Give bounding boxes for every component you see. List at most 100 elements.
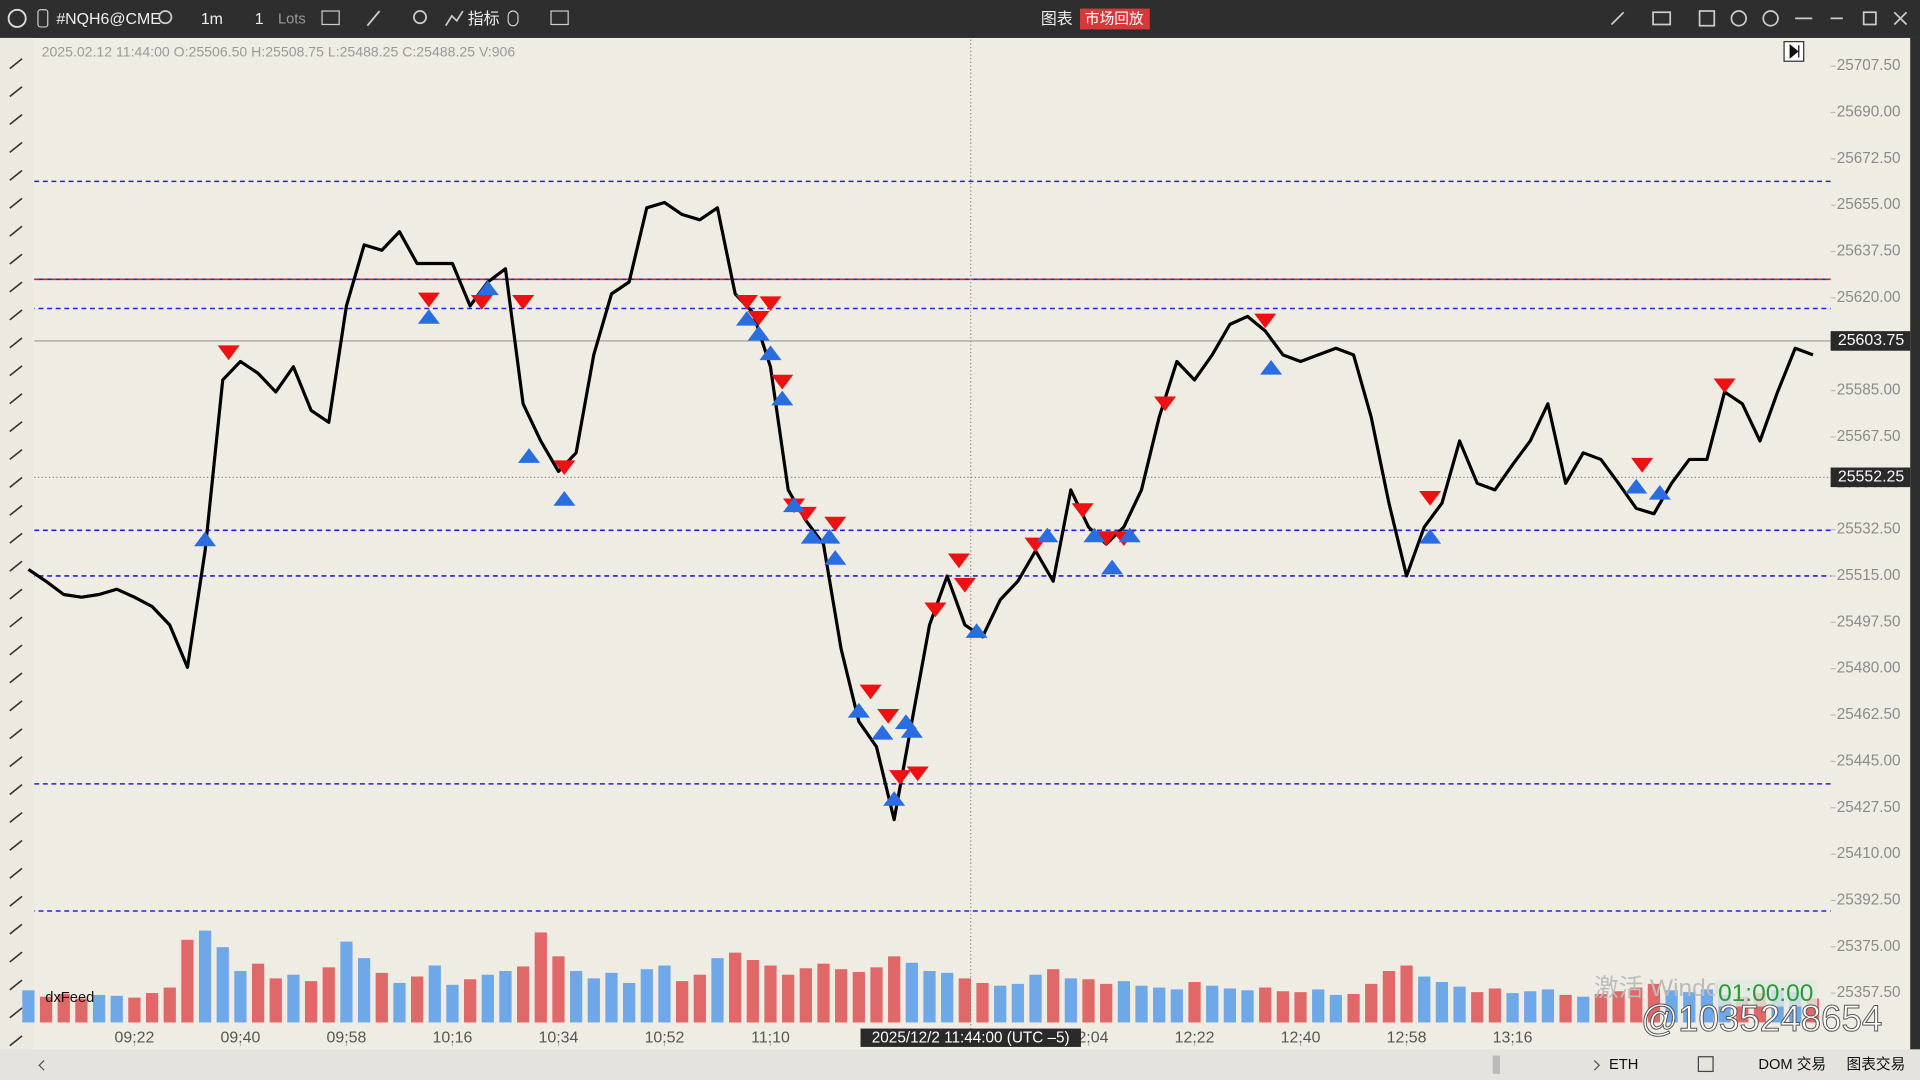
volume-bar <box>1276 991 1290 1023</box>
buy-signal <box>1118 527 1141 543</box>
close-icon[interactable] <box>1893 11 1908 26</box>
fullscreen-icon[interactable] <box>1698 10 1716 27</box>
indicators-button[interactable]: 指标 <box>468 10 500 28</box>
symbol[interactable]: #NQH6@CME <box>56 11 161 28</box>
tool-icon[interactable] <box>9 784 23 796</box>
search-icon[interactable] <box>158 10 173 25</box>
volume-bar <box>1206 985 1219 1023</box>
tool-icon[interactable] <box>9 504 23 516</box>
objects-icon[interactable] <box>507 10 519 27</box>
tool-icon[interactable] <box>9 923 23 935</box>
sell-signal <box>1713 378 1736 394</box>
tool-icon[interactable] <box>9 532 23 544</box>
template-icon[interactable] <box>321 10 340 26</box>
tool-icon[interactable] <box>9 86 23 98</box>
sell-signal <box>512 295 535 310</box>
symbol-icon[interactable] <box>37 9 49 28</box>
settings-icon[interactable] <box>1762 10 1779 27</box>
volume-bar <box>1047 969 1060 1023</box>
tool-icon[interactable] <box>9 1035 23 1047</box>
tool-icon[interactable] <box>9 1007 23 1019</box>
y-tick-label: 25427.50 <box>1837 799 1901 816</box>
quantity[interactable]: 1 <box>255 11 264 28</box>
volume-bar <box>181 939 194 1023</box>
tool-icon[interactable] <box>9 616 23 628</box>
buy-signal <box>871 724 894 740</box>
volume-bar <box>729 952 742 1023</box>
tool-icon[interactable] <box>9 309 23 321</box>
help-icon[interactable] <box>1730 10 1747 27</box>
restore-icon[interactable] <box>1862 11 1877 26</box>
volume-bar <box>1188 982 1201 1023</box>
tool-icon[interactable] <box>9 476 23 488</box>
tool-icon[interactable] <box>9 281 23 293</box>
buy-signal <box>1083 527 1106 543</box>
volume-bar <box>1259 987 1272 1023</box>
watermark: 激活 Windo <box>1594 974 1719 1002</box>
x-tick-label: 12:40 <box>1281 1030 1321 1047</box>
volume-bar <box>145 993 159 1023</box>
tool-icon[interactable] <box>9 811 23 823</box>
tool-icon[interactable] <box>9 728 23 740</box>
y-tick-label: 25585.00 <box>1837 382 1901 399</box>
tool-icon[interactable] <box>9 756 23 768</box>
volume-bar <box>711 958 724 1023</box>
tool-icon[interactable] <box>9 365 23 377</box>
tool-icon[interactable] <box>9 113 23 126</box>
tool-icon[interactable] <box>9 197 23 209</box>
window-icon[interactable] <box>550 10 569 26</box>
tool-icon[interactable] <box>9 393 23 405</box>
tool-icon[interactable] <box>9 951 23 963</box>
buy-signal <box>965 623 988 638</box>
expand-icon[interactable] <box>1610 11 1625 26</box>
tool-icon[interactable] <box>9 895 23 907</box>
tool-icon[interactable] <box>9 58 23 70</box>
replay-badge[interactable]: 市场回放 <box>1085 10 1144 27</box>
tool-icon[interactable] <box>9 421 23 433</box>
tool-icon[interactable] <box>9 867 23 879</box>
y-tick-label: 25462.50 <box>1837 706 1901 723</box>
tool-icon[interactable] <box>9 560 23 572</box>
app-logo <box>7 8 27 28</box>
volume-bar <box>1153 987 1166 1023</box>
volume-bar <box>905 962 918 1023</box>
volume-bar <box>923 971 936 1023</box>
tool-icon[interactable] <box>9 672 23 684</box>
scroll-to-end-icon[interactable] <box>1789 43 1800 59</box>
tool-icon[interactable] <box>9 979 23 991</box>
volume-bar <box>570 971 583 1023</box>
volume-bar <box>1365 983 1378 1023</box>
y-tick-label: 25707.50 <box>1837 57 1901 74</box>
sell-signal <box>889 770 912 785</box>
tool-icon[interactable] <box>9 449 23 461</box>
session-button[interactable]: ETH <box>1609 1057 1638 1073</box>
tool-icon[interactable] <box>9 644 23 656</box>
scroll-right[interactable] <box>1593 1059 1601 1071</box>
tool-icon[interactable] <box>9 700 23 712</box>
draw-icon[interactable] <box>366 10 381 27</box>
calendar-icon[interactable] <box>1697 1056 1714 1073</box>
volume-bar <box>516 966 530 1023</box>
volume-bar <box>1594 993 1608 1023</box>
tool-icon[interactable] <box>9 169 23 181</box>
tool-icon[interactable] <box>9 588 23 600</box>
tool-icon[interactable] <box>9 337 23 349</box>
camera-icon[interactable] <box>1652 11 1672 26</box>
volume-bar <box>287 974 300 1023</box>
timeframe[interactable]: 1m <box>201 11 223 28</box>
scroll-left[interactable] <box>38 1059 45 1071</box>
tool-icon[interactable] <box>9 225 23 237</box>
sell-signal <box>417 292 440 308</box>
scroll-thumb[interactable] <box>1492 1055 1500 1074</box>
replay-badge-bg[interactable] <box>1080 8 1150 30</box>
chart-trading-button[interactable]: 图表交易 <box>1847 1055 1906 1073</box>
tool-icon[interactable] <box>9 253 23 265</box>
dom-button[interactable]: DOM 交易 <box>1758 1055 1826 1073</box>
zoom-icon[interactable] <box>413 10 427 25</box>
indicator-icon[interactable] <box>444 10 464 27</box>
tool-icon[interactable] <box>9 839 23 851</box>
volume-bar <box>446 984 459 1023</box>
tool-icon[interactable] <box>9 141 23 153</box>
sell-signal <box>1631 457 1654 473</box>
